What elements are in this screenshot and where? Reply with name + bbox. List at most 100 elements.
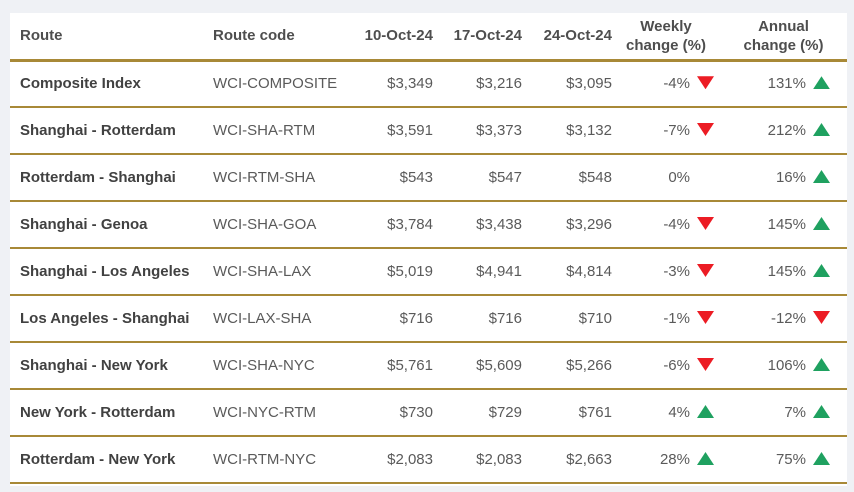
annual-change-cell: 145% [724,201,847,249]
header-annual-change-line1: Annual [758,17,809,35]
rate-24-oct-cell: $761 [522,389,612,437]
rate-24-oct-cell: $5,266 [522,342,612,390]
weekly-change-value: -7% [663,122,690,139]
annual-change-cell: -12% [724,295,847,343]
table-row: Shanghai - New York WCI-SHA-NYC $5,761 $… [10,342,847,390]
route-code-cell: WCI-LAX-SHA [205,295,340,343]
table-row: Shanghai - Los Angeles WCI-SHA-LAX $5,01… [10,248,847,296]
header-date-17-oct: 17-Oct-24 [433,13,522,62]
route-cell: New York - Rotterdam [10,389,205,437]
trend-down-icon [697,217,714,230]
rate-17-oct-cell: $3,438 [433,201,522,249]
trend-up-icon [697,405,714,418]
annual-change-cell: 106% [724,342,847,390]
annual-change-cell: 212% [724,107,847,155]
trend-down-icon [813,311,830,324]
header-date-10-oct: 10-Oct-24 [340,13,433,62]
route-cell: Composite Index [10,60,205,108]
weekly-change-value: -4% [663,216,690,233]
annual-change-value: 145% [767,216,806,233]
weekly-change-cell: -3% [612,248,724,296]
annual-change-cell: 7% [724,389,847,437]
annual-change-cell: 145% [724,248,847,296]
table-row: Shanghai - Genoa WCI-SHA-GOA $3,784 $3,4… [10,201,847,249]
trend-down-icon [697,123,714,136]
annual-change-value: 131% [767,75,806,93]
route-cell: Shanghai - New York [10,342,205,390]
rate-10-oct-cell: $543 [340,154,433,202]
weekly-change-cell: 28% [612,436,724,484]
trend-down-icon [697,358,714,371]
route-cell: Rotterdam - New York [10,436,205,484]
rate-10-oct-cell: $5,761 [340,342,433,390]
annual-change-value: 212% [767,122,806,139]
route-code-cell: WCI-SHA-NYC [205,342,340,390]
weekly-change-cell: 0% [612,154,724,202]
trend-up-icon [813,358,830,371]
weekly-change-value: -1% [663,310,690,327]
route-cell: Shanghai - Rotterdam [10,107,205,155]
header-date-24-oct: 24-Oct-24 [522,13,612,62]
weekly-change-value: 4% [668,404,690,421]
weekly-change-cell: -4% [612,60,724,108]
rate-17-oct-cell: $729 [433,389,522,437]
trend-none-icon [697,170,714,183]
header-annual-change-line2: change (%) [743,36,824,54]
table-row: Shanghai - Rotterdam WCI-SHA-RTM $3,591 … [10,107,847,155]
table-row: New York - Rotterdam WCI-NYC-RTM $730 $7… [10,389,847,437]
weekly-change-value: 28% [659,451,690,468]
rate-24-oct-cell: $710 [522,295,612,343]
trend-up-icon [813,123,830,136]
table-row: Composite Index WCI-COMPOSITE $3,349 $3,… [10,60,847,108]
trend-up-icon [813,264,830,277]
route-code-cell: WCI-NYC-RTM [205,389,340,437]
route-cell: Shanghai - Los Angeles [10,248,205,296]
trend-down-icon [697,311,714,324]
header-route-code: Route code [205,13,340,62]
weekly-change-cell: -6% [612,342,724,390]
weekly-change-value: -6% [663,357,690,374]
rate-17-oct-cell: $547 [433,154,522,202]
header-route: Route [10,13,205,62]
route-cell: Los Angeles - Shanghai [10,295,205,343]
weekly-change-value: -4% [663,75,690,93]
rate-24-oct-cell: $4,814 [522,248,612,296]
freight-rates-table: Route Route code 10-Oct-24 17-Oct-24 24-… [10,13,847,484]
route-cell: Shanghai - Genoa [10,201,205,249]
trend-up-icon [813,452,830,465]
trend-down-icon [697,264,714,277]
annual-change-cell: 75% [724,436,847,484]
table-row: Los Angeles - Shanghai WCI-LAX-SHA $716 … [10,295,847,343]
route-code-cell: WCI-COMPOSITE [205,60,340,108]
rate-24-oct-cell: $548 [522,154,612,202]
trend-up-icon [697,452,714,465]
route-code-cell: WCI-RTM-SHA [205,154,340,202]
weekly-change-value: -3% [663,263,690,280]
rate-17-oct-cell: $716 [433,295,522,343]
header-row: Route Route code 10-Oct-24 17-Oct-24 24-… [10,13,847,62]
rate-10-oct-cell: $3,591 [340,107,433,155]
trend-up-icon [813,217,830,230]
route-code-cell: WCI-RTM-NYC [205,436,340,484]
rate-24-oct-cell: $3,095 [522,60,612,108]
weekly-change-cell: -7% [612,107,724,155]
header-weekly-change-line1: Weekly [640,17,692,35]
annual-change-value: 7% [784,404,806,421]
trend-up-icon [813,76,830,90]
annual-change-value: 106% [767,357,806,374]
rate-10-oct-cell: $2,083 [340,436,433,484]
rate-10-oct-cell: $730 [340,389,433,437]
table-row: Rotterdam - Shanghai WCI-RTM-SHA $543 $5… [10,154,847,202]
table-row: Rotterdam - New York WCI-RTM-NYC $2,083 … [10,436,847,484]
rate-10-oct-cell: $716 [340,295,433,343]
rate-10-oct-cell: $3,784 [340,201,433,249]
rate-10-oct-cell: $3,349 [340,60,433,108]
header-weekly-change: Weekly change (%) [612,13,724,62]
annual-change-cell: 16% [724,154,847,202]
trend-up-icon [813,405,830,418]
rate-17-oct-cell: $3,216 [433,60,522,108]
route-code-cell: WCI-SHA-LAX [205,248,340,296]
route-code-cell: WCI-SHA-RTM [205,107,340,155]
weekly-change-cell: 4% [612,389,724,437]
weekly-change-cell: -4% [612,201,724,249]
